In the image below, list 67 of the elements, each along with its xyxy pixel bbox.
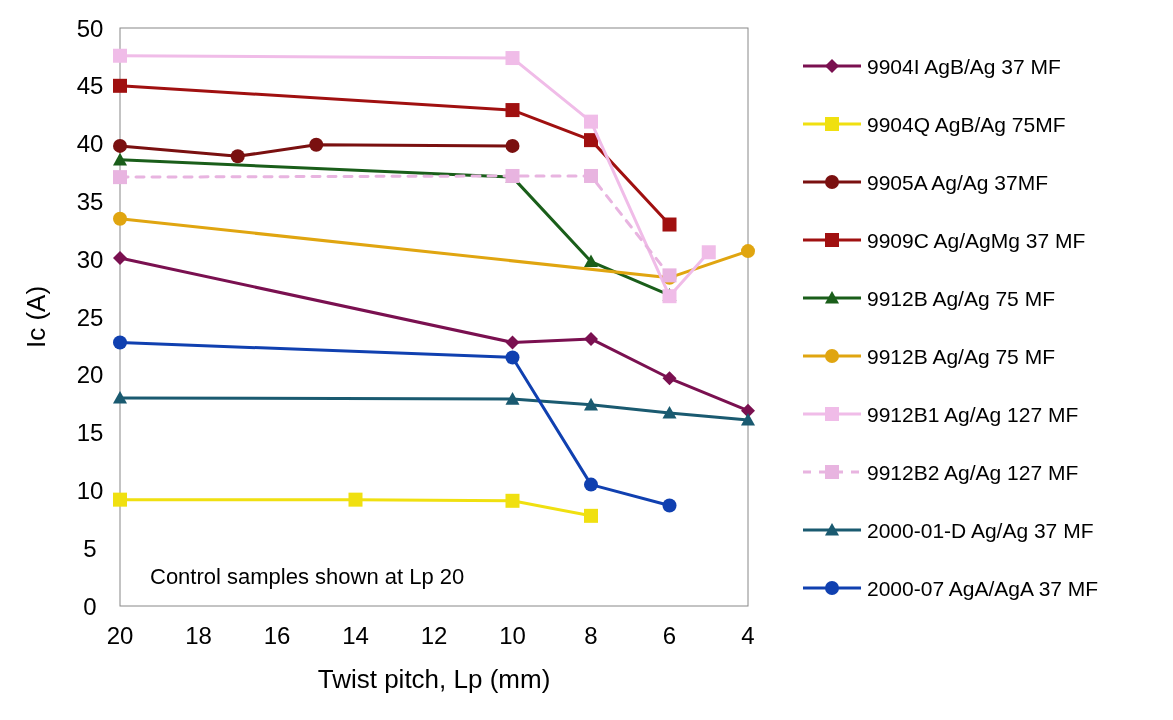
legend-label: 9912B Ag/Ag 75 MF [867, 344, 1055, 368]
legend-label: 9912B2 Ag/Ag 127 MF [867, 460, 1079, 484]
point [230, 149, 245, 164]
x-tick-label: 4 [741, 622, 755, 649]
x-tick-label: 16 [263, 622, 291, 649]
point [113, 170, 127, 185]
y-tick-label: 25 [76, 303, 104, 331]
point [505, 51, 520, 66]
legend-label: 9904Q AgB/Ag 75MF [867, 112, 1066, 136]
y-tick-label: 10 [76, 476, 104, 504]
legend-label: 9912B Ag/Ag 75 MF [867, 286, 1055, 310]
annotation: Control samples shown at Lp 20 [150, 564, 465, 589]
y-tick-label: 35 [76, 187, 104, 215]
point [113, 390, 127, 404]
y-tick-label: 0 [83, 592, 97, 620]
y-tick-label: 15 [76, 419, 104, 447]
x-tick-label: 14 [342, 622, 369, 649]
point [113, 211, 127, 226]
point [662, 371, 677, 386]
x-tick-label: 8 [584, 622, 598, 649]
point [348, 492, 363, 507]
point [662, 217, 677, 232]
legend-label: 2000-07 AgA/AgA 37 MF [867, 576, 1099, 600]
point [741, 412, 755, 426]
y-axis-title: Ic (A) [21, 285, 51, 349]
point [741, 244, 755, 259]
point [113, 48, 127, 63]
point [505, 392, 520, 405]
legend-label: 9905A Ag/Ag 37MF [867, 170, 1048, 194]
point [741, 403, 755, 418]
point [113, 492, 127, 507]
y-tick-label: 30 [76, 245, 104, 273]
legend-label: 9909C Ag/AgMg 37 MF [867, 228, 1086, 252]
legend-label: 9904I AgB/Ag 37 MF [867, 54, 1061, 78]
point [584, 331, 598, 346]
x-tick-label: 6 [662, 622, 677, 649]
point [113, 335, 127, 350]
x-tick-label: 10 [499, 622, 526, 649]
point [505, 335, 520, 350]
point [505, 103, 520, 118]
point [584, 397, 598, 411]
legend-label: 2000-01-D Ag/Ag 37 MF [867, 518, 1094, 542]
point [113, 78, 127, 93]
point [584, 133, 598, 148]
point [505, 350, 520, 365]
point [662, 405, 677, 419]
x-axis-title: Twist pitch, Lp (mm) [317, 664, 551, 694]
y-tick-label: 45 [76, 72, 104, 100]
point [113, 138, 127, 153]
legend-label: 9912B1 Ag/Ag 127 MF [867, 402, 1079, 426]
y-tick-label: 50 [76, 14, 104, 42]
x-tick-label: 20 [106, 622, 134, 649]
point [309, 137, 324, 152]
point [505, 138, 520, 153]
point [505, 493, 520, 508]
point [584, 114, 598, 129]
y-tick-label: 5 [83, 534, 97, 562]
x-tick-label: 12 [420, 622, 448, 649]
x-tick-label: 18 [185, 622, 212, 649]
point [584, 168, 598, 183]
point [113, 251, 127, 266]
point [701, 245, 716, 260]
y-tick-label: 20 [76, 361, 104, 389]
y-tick-label: 40 [76, 130, 104, 158]
point [584, 508, 598, 523]
point [584, 477, 598, 492]
point [662, 498, 677, 513]
